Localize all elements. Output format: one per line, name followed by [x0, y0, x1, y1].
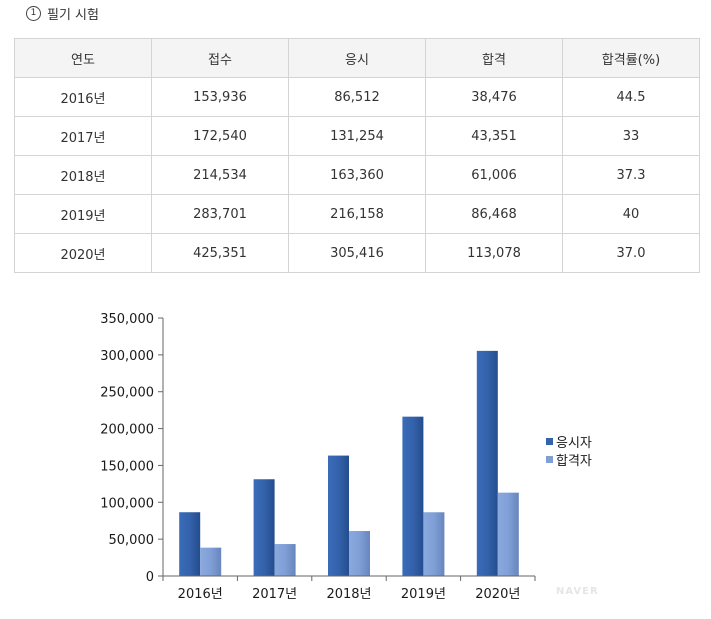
y-tick-label: 150,000: [100, 459, 154, 474]
x-tick-label: 2018년: [326, 587, 371, 602]
bar-응시자: [402, 416, 424, 576]
table-cell: 113,078: [425, 233, 563, 273]
table-cell: 425,351: [151, 233, 289, 273]
table-cell: 2017년: [14, 116, 152, 156]
y-tick-label: 350,000: [100, 312, 154, 327]
x-tick-label: 2020년: [475, 587, 520, 602]
table-row: 2020년 425,351 305,416 113,078 37.0: [14, 233, 700, 273]
bar-합격자: [200, 547, 222, 576]
y-tick-label: 250,000: [100, 386, 154, 401]
table-cell: 33: [562, 116, 700, 156]
bar-합격자: [274, 544, 296, 576]
exam-stats-table: 연도 접수 응시 합격 합격률(%) 2016년 153,936 86,512 …: [14, 38, 700, 273]
bar-합격자: [497, 492, 519, 576]
table-cell: 37.0: [562, 233, 700, 273]
table-cell: 38,476: [425, 77, 563, 117]
legend-swatch: [546, 456, 553, 463]
table-cell: 172,540: [151, 116, 289, 156]
bar-합격자: [349, 531, 370, 576]
table-cell: 43,351: [425, 116, 563, 156]
table-cell: 214,534: [151, 155, 289, 195]
table-cell: 86,468: [425, 194, 563, 234]
table-row: 2019년 283,701 216,158 86,468 40: [14, 194, 700, 234]
table-cell: 37.3: [562, 155, 700, 195]
header-applied: 접수: [151, 38, 289, 78]
y-tick-label: 200,000: [100, 423, 154, 438]
table-header-row: 연도 접수 응시 합격 합격률(%): [14, 38, 700, 78]
section-title-text: 필기 시험: [47, 7, 99, 23]
legend-swatch: [546, 438, 553, 445]
header-pass-rate: 합격률(%): [562, 38, 700, 78]
table-cell: 61,006: [425, 155, 563, 195]
bar-응시자: [179, 512, 201, 576]
bar-응시자: [253, 479, 275, 576]
number-badge: 1: [26, 5, 41, 21]
table-cell: 2019년: [14, 194, 152, 234]
header-year: 연도: [14, 38, 152, 78]
legend-label: 응시자: [556, 436, 592, 451]
bar-응시자: [328, 455, 349, 576]
bar-chart: 0 50,000 100,000 150,000 200,000 250,000 300,0…: [100, 312, 592, 602]
table-cell: 2018년: [14, 155, 152, 195]
bar-합격자: [423, 512, 445, 576]
x-axis: 2016년 2017년 2018년 2019년 2020년: [162, 575, 536, 602]
table-cell: 131,254: [288, 116, 426, 156]
header-taken: 응시: [288, 38, 426, 78]
table-row: 2016년 153,936 86,512 38,476 44.5: [14, 77, 700, 117]
bar-응시자: [476, 350, 498, 576]
legend-label: 합격자: [556, 454, 592, 469]
table-cell: 2016년: [14, 77, 152, 117]
y-axis: 0 50,000 100,000 150,000 200,000 250,000 300,0…: [100, 312, 164, 585]
y-tick-label: 300,000: [100, 349, 154, 364]
table-cell: 44.5: [562, 77, 700, 117]
x-tick-label: 2016년: [178, 587, 223, 602]
table-cell: 153,936: [151, 77, 289, 117]
naver-watermark: NAVER: [556, 586, 599, 597]
x-tick-label: 2017년: [252, 587, 297, 602]
table-row: 2017년 172,540 131,254 43,351 33: [14, 116, 700, 156]
section-title: 1 필기 시험: [26, 2, 99, 24]
x-tick-label: 2019년: [401, 587, 446, 602]
table-cell: 283,701: [151, 194, 289, 234]
table-cell: 40: [562, 194, 700, 234]
y-tick-label: 50,000: [109, 533, 155, 548]
y-tick-label: 0: [146, 570, 154, 585]
table-row: 2018년 214,534 163,360 61,006 37.3: [14, 155, 700, 195]
bars: [179, 350, 519, 576]
table-cell: 305,416: [288, 233, 426, 273]
table-cell: 163,360: [288, 155, 426, 195]
header-passed: 합격: [425, 38, 563, 78]
table-cell: 2020년: [14, 233, 152, 273]
table-cell: 86,512: [288, 77, 426, 117]
table-cell: 216,158: [288, 194, 426, 234]
y-tick-label: 100,000: [100, 496, 154, 511]
